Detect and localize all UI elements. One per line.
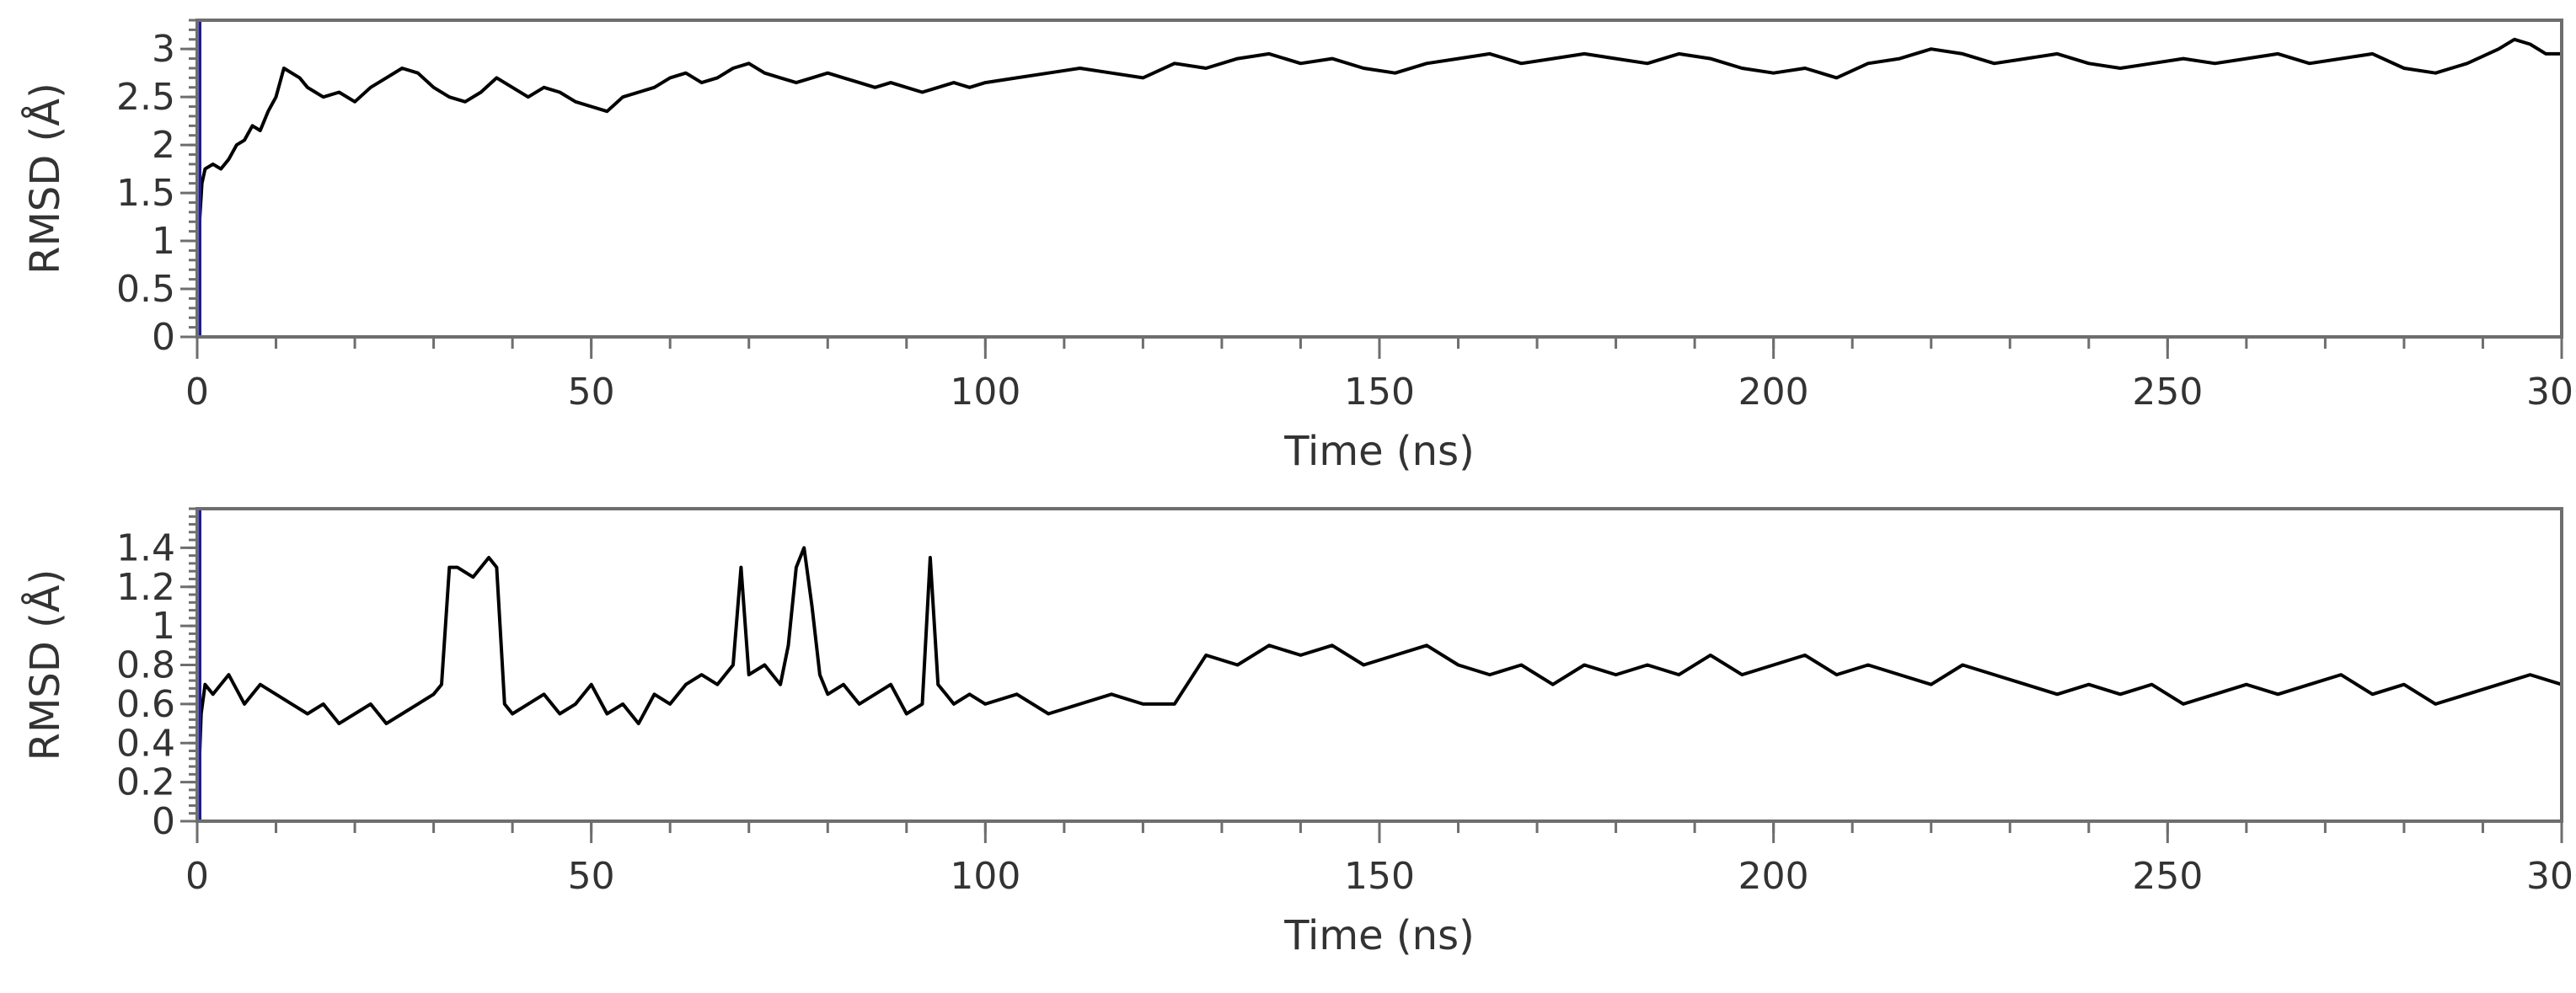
bottom-y-tick-label: 0.6	[116, 683, 175, 726]
top-y-tick-label: 1	[152, 220, 175, 263]
bottom-rmsd-chart: 00.20.40.60.811.21.4 050100150200250300 …	[21, 507, 2576, 959]
top-y-axis-label: RMSD (Å)	[21, 83, 69, 275]
bottom-x-tick-label: 300	[2526, 855, 2576, 898]
bottom-x-tick-label: 100	[950, 855, 1020, 898]
top-rmsd-chart: 0 0.5 1 1.5 2 2.5 3 0 50 100 150 200 250 300 Time (n…	[21, 19, 2576, 475]
top-y-tick-label: 2.5	[116, 76, 175, 119]
bottom-y-tick-label: 1.2	[116, 566, 175, 609]
top-x-tick-label: 300	[2526, 371, 2576, 414]
bottom-y-tick-label: 1	[152, 605, 175, 648]
top-x-axis-label: Time (ns)	[1283, 428, 1475, 475]
bottom-x-tick-label: 250	[2132, 855, 2203, 898]
bottom-plot-frame	[195, 507, 2563, 823]
bottom-rmsd-series-line	[195, 546, 2563, 822]
bottom-y-tick-label: 0	[152, 800, 175, 843]
top-y-tick-label: 0.5	[116, 268, 175, 311]
bottom-y-tick-label: 0.2	[116, 761, 175, 804]
bottom-x-axis: 0 50 100 150 200 250 300	[185, 821, 2576, 898]
bottom-y-axis-label: RMSD (Å)	[21, 569, 69, 761]
top-x-tick-label: 250	[2132, 371, 2203, 414]
bottom-x-tick-label: 50	[568, 855, 615, 898]
top-x-tick-label: 0	[185, 371, 209, 414]
top-x-tick-label: 150	[1344, 371, 1415, 414]
top-plot-frame	[195, 19, 2563, 339]
top-y-tick-label: 2	[152, 124, 175, 167]
top-x-tick-label: 100	[950, 371, 1020, 414]
bottom-y-tick-label: 0.4	[116, 722, 175, 765]
top-x-axis: 0 50 100 150 200 250 300	[185, 337, 2576, 414]
bottom-series-layer	[195, 546, 2563, 822]
top-x-tick-label: 200	[1738, 371, 1809, 414]
top-x-tick-label: 50	[568, 371, 615, 414]
bottom-x-tick-label: 0	[185, 855, 209, 898]
top-series-layer	[195, 37, 2562, 338]
top-rmsd-series-line	[195, 37, 2562, 338]
top-y-tick-label: 1.5	[116, 172, 175, 215]
bottom-x-tick-label: 200	[1738, 855, 1809, 898]
bottom-x-tick-label: 150	[1344, 855, 1415, 898]
top-y-tick-label: 0	[152, 316, 175, 359]
bottom-y-axis: 00.20.40.60.811.21.4	[116, 507, 197, 843]
top-y-axis: 0 0.5 1 1.5 2 2.5 3	[116, 19, 197, 359]
bottom-x-axis-label: Time (ns)	[1283, 912, 1475, 959]
top-y-tick-label: 3	[152, 28, 175, 71]
bottom-y-tick-label: 0.8	[116, 644, 175, 687]
bottom-y-tick-label: 1.4	[116, 526, 175, 569]
